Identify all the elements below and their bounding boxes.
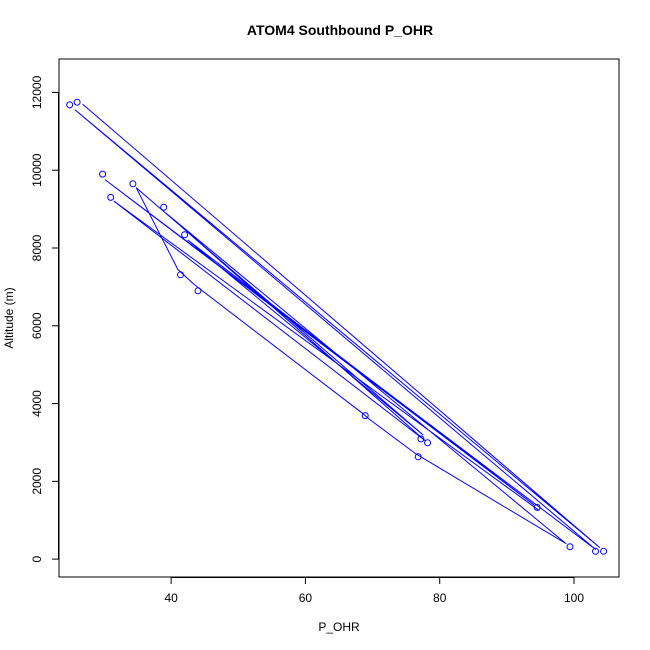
data-point — [177, 271, 184, 279]
y-axis-label: Altitude (m) — [2, 287, 16, 348]
y-tick-label: 8000 — [30, 234, 44, 261]
data-point — [417, 435, 425, 443]
x-tick-label: 100 — [564, 591, 584, 605]
y-tick-label: 6000 — [30, 312, 44, 339]
data-point — [107, 193, 115, 201]
x-tick-label: 40 — [164, 591, 178, 605]
data-point — [66, 101, 74, 109]
data-point — [194, 287, 202, 295]
data-point — [424, 439, 432, 447]
chart-title: ATOM4 Southbound P_OHR — [247, 22, 433, 38]
data-point — [361, 412, 369, 420]
data-point — [129, 180, 137, 188]
data-point — [600, 547, 608, 555]
data-point — [566, 543, 574, 551]
series-lines — [74, 103, 600, 550]
data-point — [592, 547, 599, 555]
series-line — [74, 103, 600, 550]
x-axis: 40 60 80 100 — [164, 577, 584, 605]
y-tick-label: 10000 — [30, 153, 44, 187]
data-point — [414, 453, 422, 461]
y-tick-label: 12000 — [30, 75, 44, 109]
data-point — [99, 170, 107, 178]
x-axis-label: P_OHR — [318, 620, 360, 634]
y-tick-label: 0 — [30, 555, 44, 562]
data-point — [181, 231, 189, 239]
x-tick-label: 80 — [433, 591, 447, 605]
data-point — [73, 98, 81, 106]
x-tick-label: 60 — [299, 591, 313, 605]
y-axis: 0 2000 4000 6000 8000 10000 12000 — [30, 75, 59, 562]
data-point — [160, 203, 168, 211]
series-points — [66, 98, 608, 555]
data-point — [533, 503, 541, 511]
y-tick-label: 4000 — [30, 390, 44, 417]
y-tick-label: 2000 — [30, 468, 44, 495]
